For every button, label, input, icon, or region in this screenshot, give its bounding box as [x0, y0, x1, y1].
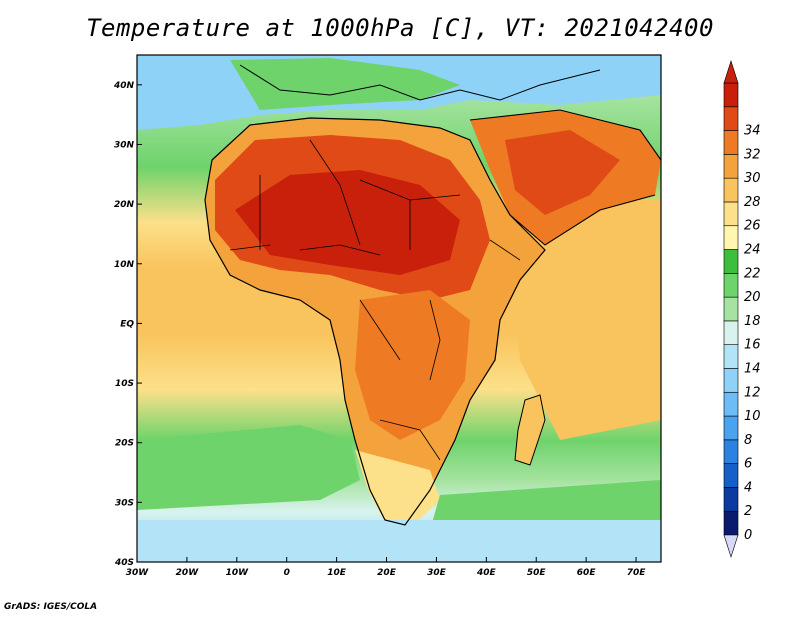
colorbar-swatch — [724, 178, 738, 202]
lon-tick-label: 10E — [327, 568, 347, 578]
lat-tick-label: 40N — [113, 81, 135, 91]
lat-tick-label: EQ — [120, 319, 134, 329]
colorbar-label: 16 — [744, 338, 761, 353]
lat-tick-label: 40S — [114, 558, 134, 568]
lat-tick-label: 30N — [114, 140, 135, 150]
lon-tick-label: 40E — [476, 568, 497, 578]
colorbar-swatch — [724, 273, 738, 297]
colorbar-label: 22 — [744, 266, 761, 281]
colorbar-label: 4 — [744, 480, 752, 495]
lon-tick-label: 50E — [527, 568, 547, 578]
colorbar-swatch — [724, 464, 738, 488]
lon-tick-label: 20W — [176, 568, 200, 578]
lon-tick-label: 30E — [427, 568, 447, 578]
colorbar-label: 10 — [744, 409, 761, 424]
colorbar-min-arrow — [724, 535, 738, 557]
lat-tick-label: 10S — [115, 379, 134, 389]
lon-tick-label: 30W — [126, 568, 150, 578]
lat-tick-label: 30S — [115, 498, 134, 508]
colorbar-swatch — [724, 345, 738, 369]
colorbar-label: 20 — [744, 290, 761, 305]
colorbar-label: 2 — [744, 504, 752, 519]
map-plot-area — [137, 55, 661, 562]
colorbar-swatch — [724, 202, 738, 226]
lon-tick-label: 60E — [577, 568, 597, 578]
colorbar-label: 30 — [744, 171, 761, 186]
colorbar-swatch — [724, 297, 738, 321]
colorbar-swatch — [724, 321, 738, 345]
colorbar-label: 24 — [744, 243, 761, 258]
colorbar-label: 0 — [744, 528, 752, 543]
colorbar-swatch — [724, 511, 738, 535]
credit-label: GrADS: IGES/COLA — [4, 602, 97, 612]
colorbar-label: 6 — [744, 457, 752, 472]
lon-tick-label: 0 — [284, 568, 290, 578]
lat-tick-label: 20N — [114, 200, 135, 210]
colorbar-swatch — [724, 107, 738, 131]
lat-tick-label: 20S — [115, 439, 134, 449]
lon-tick-label: 10W — [226, 568, 250, 578]
lat-tick-label: 10N — [114, 260, 135, 270]
colorbar-swatch — [724, 131, 738, 155]
colorbar-swatch — [724, 487, 738, 511]
colorbar-swatch — [724, 250, 738, 274]
colorbar-label: 32 — [744, 147, 761, 162]
colorbar-label: 8 — [744, 433, 752, 448]
south-cool-band — [137, 520, 661, 562]
colorbar-max-arrow — [724, 61, 738, 83]
colorbar-swatch — [724, 416, 738, 440]
colorbar-label: 14 — [744, 361, 761, 376]
colorbar-label: 28 — [744, 195, 761, 210]
colorbar-swatch — [724, 368, 738, 392]
colorbar-swatch — [724, 154, 738, 178]
colorbar-label: 34 — [744, 124, 761, 139]
colorbar-swatch — [724, 226, 738, 250]
colorbar-swatch — [724, 392, 738, 416]
colorbar-label: 18 — [744, 314, 761, 329]
lon-tick-label: 20E — [377, 568, 397, 578]
colorbar-swatch — [724, 83, 738, 107]
lon-tick-label: 70E — [627, 568, 647, 578]
colorbar-label: 26 — [744, 219, 761, 234]
colorbar-swatch — [724, 440, 738, 464]
colorbar-label: 12 — [744, 385, 761, 400]
